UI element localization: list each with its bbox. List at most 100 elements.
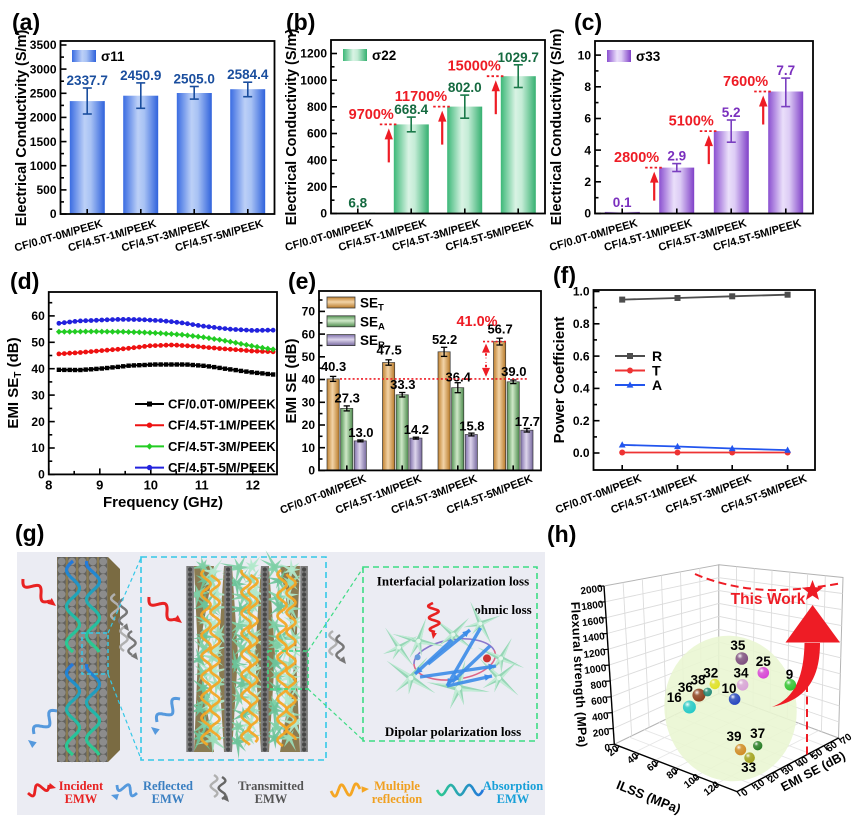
svg-text:802.0: 802.0 [448,80,482,95]
svg-text:0.4: 0.4 [573,382,590,396]
svg-text:2337.7: 2337.7 [67,73,108,88]
svg-text:17.7: 17.7 [515,414,540,429]
svg-text:800: 800 [307,100,327,114]
svg-text:0: 0 [739,787,751,799]
svg-text:2000: 2000 [30,111,57,125]
svg-text:R: R [652,348,662,364]
svg-text:70: 70 [302,305,316,319]
svg-text:200: 200 [592,727,610,740]
svg-text:0.8: 0.8 [573,317,590,331]
svg-text:Interfacial polarization loss: Interfacial polarization loss [377,574,529,589]
svg-text:5100%: 5100% [669,114,714,130]
svg-text:1600: 1600 [581,615,605,629]
svg-text:1200: 1200 [583,647,607,661]
svg-text:3000: 3000 [30,62,57,76]
svg-text:σ11: σ11 [101,49,125,64]
svg-text:500: 500 [36,183,56,197]
svg-text:15.8: 15.8 [459,419,484,434]
svg-text:600: 600 [591,695,609,708]
svg-text:(a): (a) [12,9,40,35]
svg-text:0.0: 0.0 [573,446,590,460]
svg-text:4: 4 [584,143,591,157]
svg-text:60: 60 [302,327,316,341]
svg-text:0: 0 [38,468,45,482]
svg-text:13.0: 13.0 [348,425,373,440]
svg-text:9: 9 [786,667,794,682]
svg-text:0.1: 0.1 [613,195,632,210]
svg-text:EMW: EMW [152,792,185,806]
svg-text:(d): (d) [10,268,39,294]
svg-text:32: 32 [703,666,718,681]
svg-text:39: 39 [726,729,741,744]
svg-text:0: 0 [308,464,315,478]
svg-text:Power Coefficient: Power Coefficient [551,317,568,444]
svg-text:60: 60 [31,309,45,323]
svg-text:σ22: σ22 [372,48,396,63]
svg-text:T: T [652,363,661,379]
svg-text:1500: 1500 [30,135,57,149]
svg-text:10: 10 [144,477,158,492]
svg-text:1029.7: 1029.7 [498,50,539,65]
svg-text:(e): (e) [288,268,316,294]
svg-text:2: 2 [584,175,591,189]
svg-text:668.4: 668.4 [394,102,428,117]
svg-text:50: 50 [31,336,45,350]
svg-text:0.2: 0.2 [573,414,590,428]
svg-text:15000%: 15000% [448,59,501,75]
svg-text:(b): (b) [286,9,315,35]
svg-text:6.8: 6.8 [348,196,367,211]
svg-text:EMW: EMW [65,792,98,806]
svg-text:2.9: 2.9 [667,149,686,164]
svg-text:1400: 1400 [582,631,606,645]
svg-text:This Work: This Work [731,591,806,608]
svg-text:EMI SET (dB): EMI SET (dB) [5,337,24,428]
svg-text:2500: 2500 [30,87,57,101]
svg-text:20: 20 [31,415,45,429]
svg-text:Electrical Conductivity (S/m): Electrical Conductivity (S/m) [14,30,30,227]
svg-text:A: A [652,377,662,393]
svg-text:9700%: 9700% [349,107,394,123]
svg-text:47.5: 47.5 [376,343,401,358]
svg-text:56.7: 56.7 [487,322,512,337]
svg-text:25: 25 [756,654,772,669]
svg-text:2505.0: 2505.0 [174,72,215,87]
svg-text:35: 35 [730,638,746,653]
svg-text:2800%: 2800% [614,150,659,166]
svg-text:38: 38 [690,673,706,688]
svg-text:Reflected: Reflected [143,779,193,793]
svg-text:1800: 1800 [581,599,605,613]
svg-text:10: 10 [578,48,592,62]
svg-text:800: 800 [590,679,608,692]
svg-text:2000: 2000 [580,583,604,597]
svg-text:50: 50 [302,350,316,364]
svg-text:(c): (c) [574,9,602,35]
svg-text:CF/4.5T-5M/PEEK: CF/4.5T-5M/PEEK [168,460,276,475]
svg-text:20: 20 [302,418,316,432]
svg-text:6: 6 [584,112,591,126]
svg-text:(f): (f) [553,262,576,288]
svg-text:11: 11 [195,477,209,492]
svg-text:1000: 1000 [584,663,608,677]
svg-text:400: 400 [591,711,609,724]
svg-text:10: 10 [31,441,45,455]
svg-text:reflection: reflection [372,792,422,806]
svg-text:36: 36 [678,680,694,695]
svg-text:8: 8 [45,477,52,492]
svg-text:1200: 1200 [300,47,327,61]
svg-text:SET: SET [360,296,384,314]
svg-text:40.3: 40.3 [321,359,346,374]
svg-text:8: 8 [584,80,591,94]
svg-text:10: 10 [721,681,736,696]
svg-text:0: 0 [584,207,591,221]
svg-text:9: 9 [96,477,103,492]
svg-text:40: 40 [31,362,45,376]
svg-text:0.6: 0.6 [573,349,590,363]
svg-text:Frequency (GHz): Frequency (GHz) [103,494,223,511]
svg-text:Dipolar polarization loss: Dipolar polarization loss [385,724,521,739]
svg-text:0: 0 [604,743,611,755]
svg-text:10: 10 [302,441,316,455]
svg-text:16: 16 [667,690,683,705]
svg-text:CF/4.5T-3M/PEEK: CF/4.5T-3M/PEEK [168,439,276,454]
svg-text:5.2: 5.2 [722,105,741,120]
svg-text:30: 30 [302,396,316,410]
